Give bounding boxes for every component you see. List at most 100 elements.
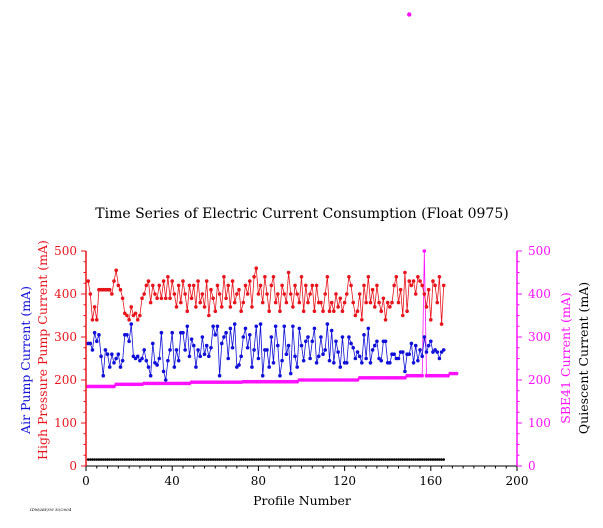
data-point-air_pump <box>224 330 228 335</box>
data-point-air_pump <box>403 369 407 374</box>
data-point-high_pressure <box>273 300 278 305</box>
data-point-air_pump <box>351 345 356 350</box>
data-point-quiescent <box>106 458 109 461</box>
data-point-air_pump <box>250 365 254 369</box>
y-axis-title-air-pump: Air Pump Current (mA) <box>18 286 33 435</box>
data-point-high_pressure <box>200 292 205 296</box>
data-point-quiescent <box>140 458 144 461</box>
data-point-air_pump <box>310 339 315 344</box>
data-point-air_pump <box>99 354 103 359</box>
y-left-tick-label: 300 <box>54 330 77 344</box>
data-point-quiescent <box>399 458 402 461</box>
data-point-high_pressure <box>224 296 228 301</box>
data-point-quiescent <box>321 458 325 461</box>
data-point-air_pump <box>288 371 293 376</box>
data-point-quiescent <box>379 458 383 461</box>
data-point-quiescent <box>110 458 114 461</box>
data-point-quiescent <box>173 458 176 461</box>
data-point-high_pressure <box>398 287 403 292</box>
data-point-quiescent <box>373 458 377 461</box>
y-left-tick-label: 0 <box>69 459 77 473</box>
data-point-quiescent <box>129 458 133 461</box>
data-point-air_pump <box>237 363 241 367</box>
data-point-air_pump <box>120 358 125 363</box>
data-point-quiescent <box>435 458 439 461</box>
data-point-high_pressure <box>323 292 328 296</box>
data-point-quiescent <box>384 458 387 461</box>
data-point-air_pump <box>314 361 319 365</box>
data-point-air_pump <box>258 322 263 326</box>
data-point-quiescent <box>347 458 351 461</box>
data-point-quiescent <box>354 458 357 461</box>
data-point-quiescent <box>145 458 148 461</box>
data-point-quiescent <box>101 458 105 461</box>
data-point-high_pressure <box>403 270 407 275</box>
data-point-high_pressure <box>355 309 360 314</box>
data-point-quiescent <box>442 458 446 461</box>
data-point-quiescent <box>306 458 310 461</box>
data-point-air_pump <box>241 335 246 339</box>
data-point-air_pump <box>125 333 129 337</box>
data-point-air_pump <box>366 326 371 331</box>
data-point-air_pump <box>219 341 224 346</box>
data-point-quiescent <box>188 458 191 461</box>
data-point-quiescent <box>166 458 170 461</box>
data-point-quiescent <box>127 458 131 461</box>
data-point-air_pump <box>148 373 153 378</box>
data-point-quiescent <box>104 458 107 461</box>
data-point-high_pressure <box>364 300 368 305</box>
data-point-air_pump <box>325 322 330 326</box>
data-point-high_pressure <box>284 300 289 305</box>
data-point-air_pump <box>275 343 280 348</box>
data-point-quiescent <box>403 458 407 461</box>
data-point-quiescent <box>364 458 368 461</box>
data-point-high_pressure <box>409 283 414 288</box>
data-point-quiescent <box>170 458 174 461</box>
data-point-air_pump <box>157 356 162 361</box>
data-point-high_pressure <box>258 283 263 288</box>
data-point-quiescent <box>250 458 254 461</box>
data-point-quiescent <box>287 458 290 461</box>
data-point-high_pressure <box>254 266 259 271</box>
data-point-air_pump <box>187 354 192 359</box>
data-point-high_pressure <box>222 275 226 279</box>
data-point-quiescent <box>289 458 293 461</box>
data-point-high_pressure <box>418 279 422 283</box>
data-point-air_pump <box>364 356 368 361</box>
data-point-high_pressure <box>366 275 371 279</box>
data-point-high_pressure <box>168 296 172 301</box>
data-point-quiescent <box>201 458 204 461</box>
data-point-high_pressure <box>295 292 299 296</box>
data-point-quiescent <box>149 458 152 461</box>
data-point-air_pump <box>228 326 233 331</box>
data-point-high_pressure <box>304 283 308 288</box>
data-point-quiescent <box>231 458 234 461</box>
outlier-point-sbe41 <box>407 12 412 17</box>
data-point-high_pressure <box>146 279 151 283</box>
data-point-quiescent <box>410 458 413 461</box>
series-quiescent <box>86 458 446 461</box>
footer-stamp: IDM/AW/09 30/2004 <box>29 507 72 512</box>
data-point-quiescent <box>196 458 200 461</box>
data-point-high_pressure <box>247 279 252 283</box>
data-point-air_pump <box>437 356 442 361</box>
data-point-air_pump <box>110 352 114 357</box>
data-point-air_pump <box>308 356 312 361</box>
data-point-high_pressure <box>138 313 142 318</box>
data-point-air_pump <box>101 373 106 378</box>
data-point-high_pressure <box>329 300 334 305</box>
data-point-air_pump <box>329 328 334 333</box>
data-point-air_pump <box>230 345 235 350</box>
data-point-quiescent <box>181 458 185 461</box>
data-point-high_pressure <box>407 279 412 283</box>
data-point-air_pump <box>204 343 209 348</box>
data-point-high_pressure <box>112 279 116 283</box>
data-point-high_pressure <box>142 292 146 296</box>
data-point-air_pump <box>304 339 308 344</box>
data-point-air_pump <box>344 361 349 365</box>
data-point-air_pump <box>260 373 265 378</box>
data-point-high_pressure <box>153 292 157 296</box>
data-point-high_pressure <box>118 287 123 292</box>
data-point-quiescent <box>194 458 198 461</box>
data-point-air_pump <box>383 339 388 344</box>
